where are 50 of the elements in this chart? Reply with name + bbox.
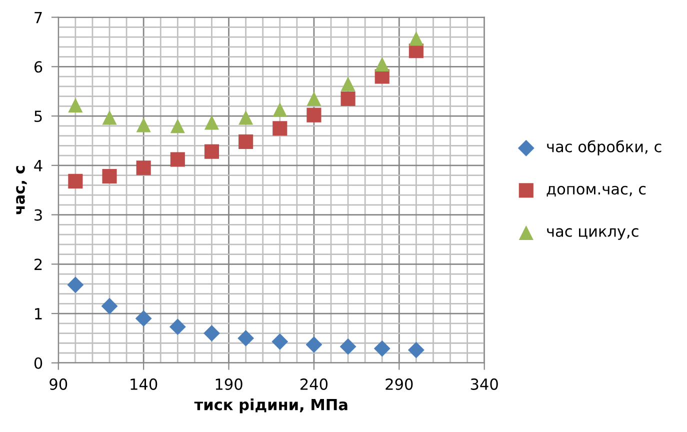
point	[170, 118, 185, 134]
point	[306, 91, 322, 106]
point	[68, 174, 83, 188]
x-tick-label: 240	[300, 378, 328, 390]
point	[238, 110, 254, 125]
legend-label: допом.час, с	[546, 186, 646, 197]
point	[170, 152, 185, 167]
point	[101, 298, 118, 314]
x-tick-label: 140	[130, 378, 158, 390]
y-tick-label: 6	[34, 61, 42, 73]
point	[102, 110, 117, 125]
point	[204, 325, 220, 342]
point	[136, 160, 151, 176]
point	[136, 118, 151, 132]
point	[169, 318, 186, 336]
legend-label: час обробки, с	[547, 140, 662, 156]
x-axis-title: тиск рідини, МПа	[194, 398, 348, 414]
y-tick-label: 3	[34, 209, 42, 221]
point	[340, 338, 356, 355]
y-tick-label: 0	[34, 357, 42, 369]
point	[306, 336, 322, 353]
legend-label: час циклу,с	[547, 228, 638, 240]
point	[238, 134, 254, 149]
point	[67, 276, 84, 294]
point	[408, 342, 424, 358]
point	[340, 91, 356, 106]
point	[272, 333, 288, 350]
point	[340, 76, 356, 92]
y-tick-label: 2	[34, 258, 42, 270]
point	[238, 330, 254, 346]
x-tick-label: 340	[470, 378, 498, 390]
point	[272, 121, 288, 136]
point	[306, 108, 322, 122]
point	[272, 102, 288, 117]
point	[102, 168, 117, 184]
y-tick-label: 7	[34, 12, 42, 24]
x-tick-label: 190	[216, 378, 242, 390]
point	[204, 144, 220, 159]
point	[68, 98, 83, 112]
x-tick-label: 290	[386, 378, 413, 390]
y-tick-label: 5	[34, 110, 42, 122]
point	[374, 340, 390, 357]
y-tick-label: 4	[34, 160, 42, 172]
point	[374, 56, 390, 72]
point	[135, 310, 152, 327]
y-tick-label: 1	[35, 308, 42, 320]
x-tick-label: 90	[50, 378, 68, 390]
y-axis-title: час, с	[16, 166, 27, 214]
point	[204, 115, 220, 130]
point	[408, 31, 424, 46]
